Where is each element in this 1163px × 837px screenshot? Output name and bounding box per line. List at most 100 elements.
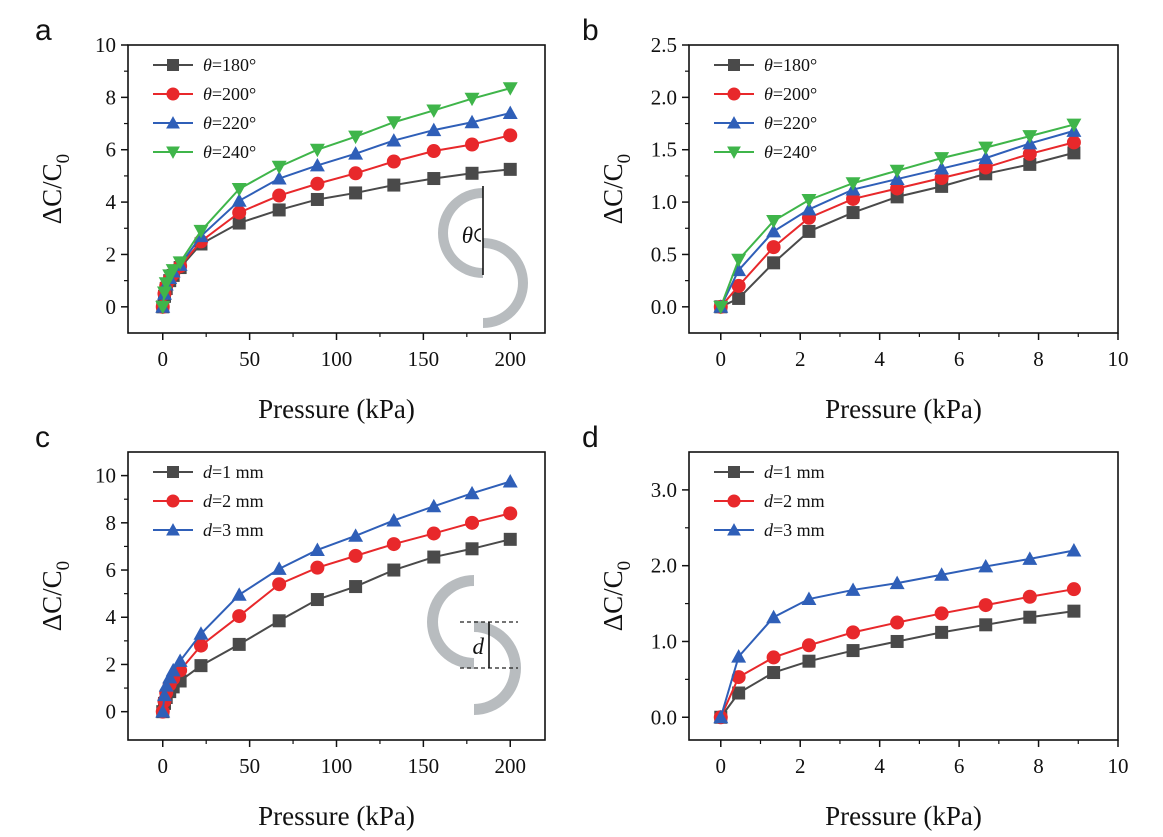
x-tick-label: 100 bbox=[321, 347, 353, 371]
series-2 bbox=[713, 582, 1081, 725]
y-tick-label: 0.0 bbox=[651, 705, 677, 729]
data-point bbox=[348, 548, 363, 563]
data-point bbox=[934, 567, 950, 581]
legend-marker bbox=[728, 466, 740, 478]
data-point bbox=[766, 240, 781, 255]
data-point bbox=[426, 104, 442, 118]
legend-entry: θ=180° bbox=[764, 55, 817, 75]
data-point bbox=[731, 253, 747, 268]
legend-marker bbox=[727, 523, 741, 536]
data-point bbox=[890, 634, 904, 648]
data-point bbox=[1022, 146, 1037, 161]
data-point bbox=[386, 154, 401, 169]
panel-b: b 0 2 4 6 8 10 0.0 0.5 1.0 1.5 2.0 2.5 Pressure (kPa)… bbox=[582, 14, 1129, 424]
legend-entry: θ=220° bbox=[203, 113, 256, 133]
x-tick-label: 4 bbox=[874, 754, 885, 778]
data-point bbox=[465, 137, 480, 152]
data-point bbox=[767, 256, 781, 270]
plot-frame bbox=[127, 451, 546, 741]
x-axis-title: Pressure (kPa) bbox=[825, 394, 982, 424]
inset-upper-arc bbox=[427, 575, 474, 669]
data-point bbox=[426, 498, 442, 513]
legend-marker bbox=[167, 466, 179, 478]
data-point bbox=[1066, 582, 1081, 597]
data-point bbox=[890, 615, 905, 630]
legend-marker bbox=[167, 59, 179, 71]
y-tick-label: 6 bbox=[106, 138, 117, 162]
data-point bbox=[978, 598, 993, 613]
legend-entry: θ=200° bbox=[203, 84, 256, 104]
panel-c: c 0 50 100 150 200 0 2 4 6 8 10 Pressure (kPa) ΔC/C0 d… bbox=[35, 421, 546, 831]
series-line bbox=[719, 610, 1075, 718]
y-tick-label: 2 bbox=[106, 652, 117, 676]
data-point bbox=[232, 637, 246, 651]
legend-entry: d=3 mm bbox=[203, 520, 264, 540]
data-point bbox=[165, 264, 181, 278]
data-point bbox=[386, 133, 402, 147]
x-tick-label: 8 bbox=[1033, 754, 1044, 778]
panel-letter-d: d bbox=[582, 421, 599, 454]
x-tick-label: 0 bbox=[158, 754, 169, 778]
data-point bbox=[464, 92, 480, 107]
data-point bbox=[272, 203, 286, 217]
x-tick-label: 10 bbox=[1108, 754, 1129, 778]
data-point bbox=[232, 216, 246, 230]
data-point bbox=[935, 625, 949, 639]
data-point bbox=[232, 205, 247, 220]
data-point bbox=[1066, 135, 1081, 150]
data-point bbox=[465, 542, 479, 556]
legend-marker bbox=[166, 87, 180, 101]
legend-marker bbox=[727, 494, 741, 508]
legend-entry: θ=240° bbox=[764, 142, 817, 162]
data-point bbox=[158, 678, 174, 692]
legend-entry: d=2 mm bbox=[203, 491, 264, 511]
data-point bbox=[802, 224, 816, 238]
data-point bbox=[194, 659, 208, 673]
x-tick-label: 6 bbox=[954, 347, 965, 371]
legend: d=1 mm d=2 mm d=3 mm bbox=[153, 462, 264, 540]
data-point bbox=[348, 146, 364, 160]
data-point bbox=[889, 575, 905, 590]
data-point bbox=[1023, 610, 1037, 624]
data-point bbox=[503, 532, 517, 546]
legend-marker bbox=[166, 116, 180, 129]
x-tick-label: 50 bbox=[239, 347, 260, 371]
legend-marker bbox=[166, 146, 180, 159]
legend-marker bbox=[166, 494, 180, 508]
data-point bbox=[310, 560, 325, 575]
legend: d=1 mm d=2 mm d=3 mm bbox=[714, 462, 825, 540]
data-point bbox=[502, 82, 518, 96]
y-tick-label: 0.5 bbox=[651, 242, 677, 266]
legend-marker bbox=[727, 87, 741, 101]
data-point bbox=[713, 709, 729, 724]
data-point bbox=[232, 609, 247, 624]
panel-a: a 0 50 100 150 200 0 2 4 6 8 10 Pressure (kPa) ΔC/C0 θ… bbox=[35, 14, 546, 424]
data-point bbox=[193, 224, 209, 239]
data-point bbox=[348, 130, 364, 145]
data-point bbox=[464, 485, 480, 500]
series-4 bbox=[155, 82, 518, 315]
data-point bbox=[231, 183, 247, 197]
data-point bbox=[801, 201, 817, 216]
series-3 bbox=[155, 474, 518, 718]
data-point bbox=[165, 662, 181, 677]
data-point bbox=[465, 515, 480, 530]
panel-letter-b: b bbox=[582, 14, 599, 47]
inset-upper-arc bbox=[438, 188, 483, 278]
data-point bbox=[766, 214, 782, 229]
inset-lower-arc bbox=[474, 621, 521, 715]
data-point bbox=[231, 587, 247, 601]
series-line bbox=[161, 538, 511, 712]
y-tick-label: 4 bbox=[106, 190, 117, 214]
data-point bbox=[889, 164, 905, 179]
data-point bbox=[387, 178, 401, 192]
data-point bbox=[846, 206, 860, 220]
data-point bbox=[162, 669, 178, 684]
legend: θ=180° θ=200° θ=220° θ=240° bbox=[714, 55, 817, 162]
x-tick-label: 0 bbox=[158, 347, 169, 371]
x-tick-label: 10 bbox=[1108, 347, 1129, 371]
series-line bbox=[161, 480, 511, 712]
x-tick-label: 200 bbox=[495, 347, 527, 371]
x-tick-label: 200 bbox=[495, 754, 527, 778]
